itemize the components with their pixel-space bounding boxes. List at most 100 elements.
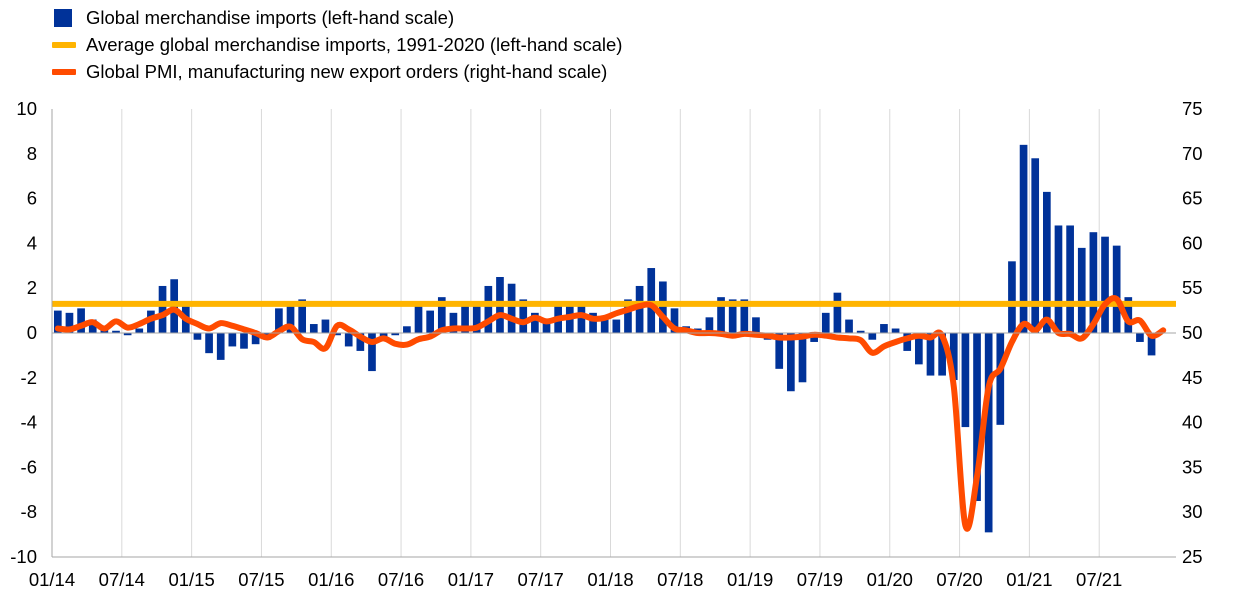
- bar: [344, 333, 353, 347]
- bar: [635, 285, 644, 333]
- legend-swatch-average: [52, 41, 76, 48]
- legend-swatch-imports: [54, 8, 72, 27]
- bar: [158, 285, 167, 333]
- y-left-tick-label: 0: [27, 322, 37, 343]
- x-tick-label: 07/17: [518, 569, 564, 590]
- y-right-tick-label: 50: [1182, 322, 1203, 343]
- y-right-tick-label: 60: [1182, 232, 1203, 253]
- bar: [1147, 333, 1156, 356]
- bar: [926, 333, 935, 376]
- bar: [984, 333, 993, 533]
- bar: [659, 281, 667, 333]
- bar: [647, 268, 656, 333]
- y-left-tick-label: -2: [21, 367, 37, 388]
- y-right-tick-label: 35: [1182, 456, 1203, 477]
- bar: [251, 333, 260, 345]
- x-tick-label: 01/21: [1006, 569, 1052, 590]
- bar: [1077, 247, 1086, 333]
- x-tick-label: 07/20: [936, 569, 982, 590]
- y-right-tick-label: 40: [1182, 412, 1203, 433]
- bar: [868, 333, 877, 340]
- y-left-tick-label: 2: [27, 277, 37, 298]
- bar: [938, 333, 946, 376]
- x-tick-label: 01/20: [867, 569, 913, 590]
- x-tick-label: 01/18: [587, 569, 633, 590]
- bar: [484, 285, 493, 333]
- bar: [1054, 225, 1063, 333]
- bar: [961, 333, 970, 428]
- bar: [391, 333, 400, 336]
- import-bars: [53, 144, 1156, 533]
- bar: [752, 317, 760, 333]
- y-left-tick-label: -6: [21, 456, 37, 477]
- legend-item-average: Average global merchandise imports, 1991…: [52, 31, 622, 58]
- bar: [775, 333, 784, 369]
- bar: [996, 333, 1005, 425]
- legend-swatch-pmi: [52, 68, 76, 75]
- bar: [903, 333, 912, 351]
- bar: [1124, 297, 1133, 333]
- bar: [53, 310, 62, 333]
- legend-item-pmi: Global PMI, manufacturing new export ord…: [52, 58, 622, 85]
- bar: [216, 333, 225, 360]
- bar: [228, 333, 237, 347]
- x-tick-label: 07/14: [99, 569, 145, 590]
- bar: [577, 306, 586, 333]
- bar: [321, 319, 330, 333]
- bar: [589, 312, 597, 333]
- bar: [1008, 261, 1016, 333]
- bar: [65, 312, 74, 333]
- bar: [728, 299, 737, 333]
- bar: [507, 283, 516, 333]
- y-right-tick-label: 30: [1182, 501, 1203, 522]
- bar: [531, 312, 539, 333]
- x-tick-label: 01/19: [727, 569, 773, 590]
- bar: [1136, 333, 1144, 342]
- bar: [123, 333, 132, 336]
- bar: [798, 333, 807, 383]
- bar: [612, 319, 621, 333]
- bar: [600, 319, 609, 333]
- bar: [717, 297, 725, 333]
- legend-item-imports: Global merchandise imports (left-hand sc…: [52, 4, 622, 31]
- bar: [414, 306, 423, 333]
- bar: [821, 312, 830, 333]
- bar: [1043, 191, 1051, 333]
- bar: [845, 319, 853, 333]
- bar: [787, 333, 795, 392]
- bar: [356, 333, 365, 351]
- bar: [1066, 225, 1074, 333]
- bar: [670, 308, 679, 333]
- y-right-tick-label: 55: [1182, 277, 1203, 298]
- bar: [1031, 158, 1040, 333]
- bar: [135, 328, 144, 333]
- bar: [426, 310, 434, 333]
- y-left-tick-label: -4: [21, 412, 37, 433]
- bar: [77, 308, 85, 333]
- x-tick-label: 07/19: [797, 569, 843, 590]
- bar: [333, 333, 341, 336]
- bar: [193, 333, 202, 340]
- y-left-tick-label: 4: [27, 232, 37, 253]
- y-left-tick-label: -10: [10, 546, 37, 567]
- bar: [1101, 236, 1109, 333]
- bar: [205, 333, 213, 354]
- legend: Global merchandise imports (left-hand sc…: [52, 4, 622, 85]
- bar: [519, 299, 528, 333]
- bar: [449, 312, 458, 333]
- x-tick-label: 01/15: [168, 569, 214, 590]
- x-tick-label: 07/18: [657, 569, 703, 590]
- bar: [624, 299, 632, 333]
- bar: [740, 299, 749, 333]
- x-tick-label: 01/16: [308, 569, 354, 590]
- bar: [856, 330, 865, 333]
- bar: [705, 317, 714, 333]
- y-left-tick-label: -8: [21, 501, 37, 522]
- bar: [1019, 144, 1028, 333]
- x-tick-label: 07/21: [1076, 569, 1122, 590]
- y-right-tick-label: 25: [1182, 546, 1203, 567]
- bar: [1089, 232, 1098, 333]
- bar: [542, 319, 551, 333]
